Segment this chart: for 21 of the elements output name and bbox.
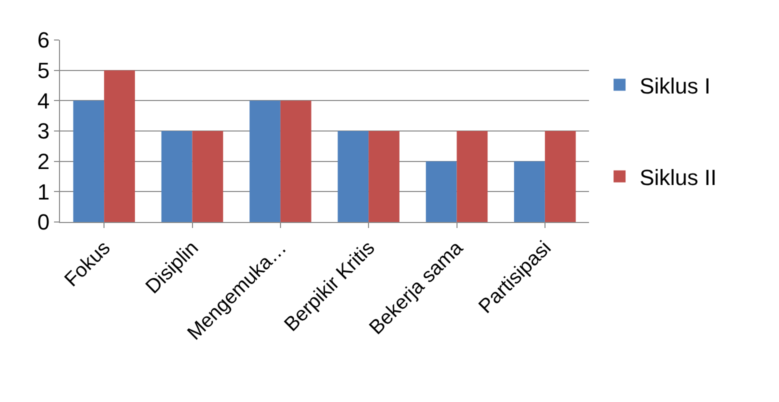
bar bbox=[338, 131, 369, 222]
y-tick-label: 0 bbox=[37, 210, 50, 235]
y-tick-label: 3 bbox=[37, 118, 50, 144]
bar bbox=[73, 100, 104, 222]
bar bbox=[161, 131, 192, 222]
bar bbox=[250, 100, 280, 222]
legend-label: Siklus I bbox=[640, 73, 710, 98]
y-tick-label: 4 bbox=[37, 88, 50, 114]
y-tick-label: 1 bbox=[37, 179, 50, 204]
bar bbox=[192, 131, 224, 222]
bar bbox=[456, 131, 488, 222]
bar bbox=[280, 100, 312, 222]
bar bbox=[514, 161, 545, 222]
y-tick-label: 5 bbox=[37, 58, 50, 84]
bar bbox=[544, 131, 576, 222]
y-tick-label: 6 bbox=[37, 28, 50, 53]
y-tick-label: 2 bbox=[37, 149, 50, 174]
legend-label: Siklus II bbox=[640, 164, 717, 190]
bar bbox=[426, 161, 457, 222]
bar bbox=[368, 131, 400, 222]
bar bbox=[104, 70, 135, 222]
